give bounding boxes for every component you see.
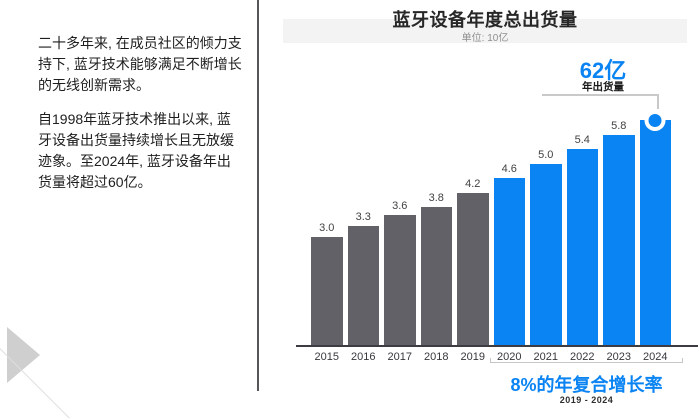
chart-subtitle-unit: 单位: 10亿 (461, 33, 509, 44)
intro-paragraph-2: 自1998年蓝牙技术推出以来, 蓝牙设备出货量持续增长且无放缓迹象。至2024年… (38, 111, 234, 190)
x-axis-label-cell-2023: 2023 (603, 351, 635, 363)
x-axis-label-cell-2016: 2016 (348, 351, 380, 363)
x-axis-label-2022: 2022 (570, 351, 595, 363)
x-axis-label-2018: 2018 (424, 351, 449, 363)
x-axis-label-cell-2020: 2020 (494, 351, 526, 363)
bar-column-2024 (639, 109, 671, 346)
x-axis-label-2023: 2023 (606, 351, 631, 363)
bar-value-label-2016: 3.3 (355, 211, 371, 223)
bar-2023 (603, 135, 635, 346)
bar-2019 (457, 193, 489, 346)
bar-value-label-2019: 4.2 (465, 178, 481, 190)
chart-area: 蓝牙设备年度总出货量 单位: 10亿 62亿 年出货量 3.0 3.3 3.6 3.8… (258, 0, 700, 418)
bar-2017 (384, 215, 416, 346)
bar-value-label-2015: 3.0 (319, 222, 335, 234)
bar-value-label-2021: 5.0 (538, 149, 554, 161)
bar-column-2022: 5.4 (566, 134, 598, 346)
bar-2024 (639, 109, 671, 346)
bar-series: 3.0 3.3 3.6 3.8 4.2 4.6 5.0 5.4 5.8 (311, 109, 671, 346)
bar-2016 (347, 226, 379, 346)
x-axis-labels: 2015 2016 2017 2018 2019 2020 2021 2022 2023 2024 (311, 351, 671, 363)
cagr-bracket (490, 358, 683, 363)
x-axis-label-2021: 2021 (533, 351, 558, 363)
intro-text-panel: 二十多年来, 在成员社区的倾力支持下, 蓝牙技术能够满足不断增长的无线创新需求。… (38, 33, 244, 206)
cagr-range: 2019 - 2024 (559, 395, 614, 405)
callout-peak-label: 年出货量 (582, 81, 624, 93)
x-axis-label-cell-2019: 2019 (457, 351, 489, 363)
x-axis-label-2016: 2016 (351, 351, 376, 363)
bar-column-2020: 4.6 (493, 163, 525, 346)
bar-column-2018: 3.8 (420, 192, 452, 346)
bar-column-2021: 5.0 (530, 149, 562, 346)
bar-value-label-2017: 3.6 (392, 200, 408, 212)
x-axis-label-cell-2015: 2015 (311, 351, 343, 363)
bar-column-2017: 3.6 (384, 200, 416, 346)
x-axis-label-2024: 2024 (643, 351, 668, 363)
vertical-divider (257, 0, 259, 391)
callout-connector-vertical (657, 94, 659, 109)
bar-2015 (311, 237, 343, 346)
bar-value-label-2023: 5.8 (611, 120, 627, 132)
bar-column-2023: 5.8 (603, 120, 635, 346)
x-axis-label-2015: 2015 (314, 351, 339, 363)
bar-2021 (530, 164, 562, 346)
corner-triangle-decoration (7, 327, 40, 383)
x-axis-label-2020: 2020 (497, 351, 522, 363)
peak-marker-ring (644, 109, 666, 131)
x-axis-label-cell-2024: 2024 (640, 351, 672, 363)
bar-value-label-2020: 4.6 (501, 163, 517, 175)
chart-title: 蓝牙设备年度总出货量 (392, 10, 578, 30)
x-axis-line (296, 345, 698, 347)
x-axis-label-2019: 2019 (460, 351, 485, 363)
bar-2018 (420, 207, 452, 346)
intro-paragraph-1: 二十多年来, 在成员社区的倾力支持下, 蓝牙技术能够满足不断增长的无线创新需求。 (38, 35, 242, 93)
callout-peak-value: 62亿 (579, 58, 627, 83)
bar-value-label-2022: 5.4 (574, 134, 590, 146)
peak-marker-dot-icon (648, 113, 662, 127)
bar-column-2019: 4.2 (457, 178, 489, 346)
bar-2022 (566, 149, 598, 346)
bar-value-label-2018: 3.8 (428, 192, 444, 204)
cagr-headline: 8%的年复合增长率 (510, 375, 663, 395)
x-axis-label-cell-2017: 2017 (384, 351, 416, 363)
callout-connector-horizontal (542, 94, 658, 96)
x-axis-label-2017: 2017 (387, 351, 412, 363)
bar-2020 (493, 178, 525, 346)
x-axis-label-cell-2022: 2022 (567, 351, 599, 363)
x-axis-label-cell-2021: 2021 (530, 351, 562, 363)
x-axis-label-cell-2018: 2018 (421, 351, 453, 363)
bar-column-2015: 3.0 (311, 222, 343, 346)
title-band (283, 19, 687, 43)
bar-column-2016: 3.3 (347, 211, 379, 346)
